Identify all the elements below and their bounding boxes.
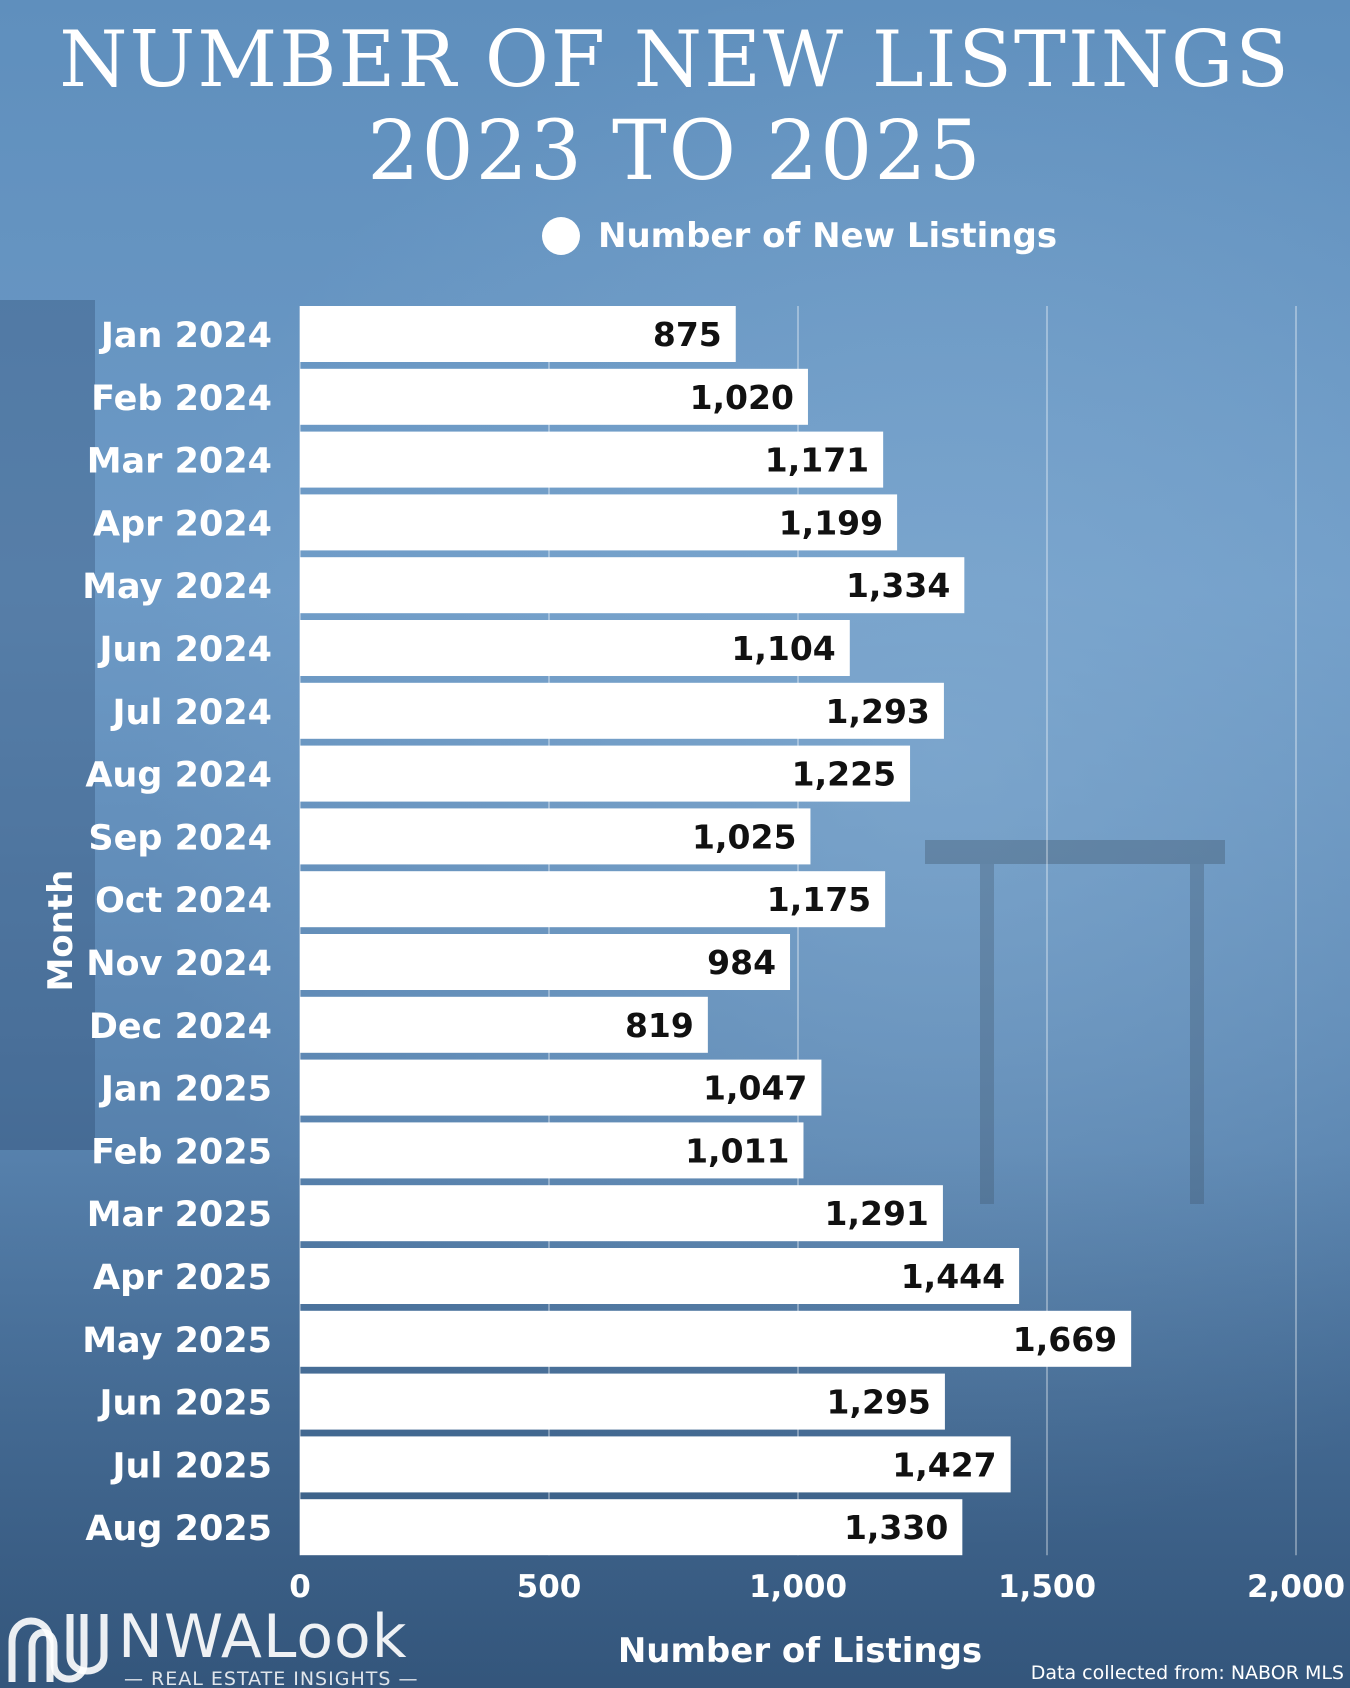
y-category-label: Jan 2025 (99, 1070, 272, 1110)
bar (300, 682, 944, 739)
bar (300, 1248, 1020, 1304)
bar-value-label: 1,295 (827, 1383, 931, 1422)
y-category-label: May 2024 (82, 567, 272, 607)
bar (300, 368, 808, 425)
chart-title: NUMBER OF NEW LISTINGS 2023 TO 2025 (0, 14, 1350, 198)
y-category-label: Apr 2024 (93, 504, 272, 544)
bar-value-label: 984 (707, 943, 776, 982)
bar-value-label: 1,104 (731, 629, 835, 668)
bar-value-label: 1,020 (690, 378, 794, 417)
y-category-label: Aug 2024 (85, 756, 272, 796)
y-category-label: Mar 2024 (87, 442, 272, 482)
bars (300, 306, 1132, 1556)
gridlines (299, 306, 1297, 1556)
brand-logo-subtext: — REAL ESTATE INSIGHTS — (124, 1668, 419, 1688)
brand-logo: NWALook — REAL ESTATE INSIGHTS — (6, 1602, 417, 1688)
y-category-label: Sep 2024 (88, 818, 272, 858)
bar (300, 871, 886, 928)
bar (300, 1373, 945, 1430)
bar-value-label: 1,171 (765, 441, 869, 480)
y-category-label: Jun 2024 (98, 630, 272, 670)
x-tick-label: 1,500 (998, 1569, 1096, 1605)
bar (300, 1499, 963, 1556)
bar (300, 1122, 804, 1179)
brand-logo-text: NWALook (118, 1602, 408, 1672)
bar (300, 431, 884, 488)
bar (300, 306, 736, 362)
bar-value-label: 1,199 (779, 503, 883, 542)
y-category-label: Aug 2025 (85, 1509, 272, 1549)
bar (300, 745, 911, 802)
bar (300, 808, 811, 865)
x-tick-label: 1,000 (749, 1569, 847, 1605)
y-category-label: Jul 2025 (110, 1446, 272, 1486)
y-category-label: Dec 2024 (89, 1007, 272, 1047)
bar (300, 494, 898, 551)
bar-value-label: 819 (625, 1006, 694, 1045)
y-category-label: Apr 2025 (93, 1258, 272, 1298)
bar (300, 620, 850, 676)
bar-value-label: 1,291 (825, 1194, 929, 1233)
chart-title-line-1: NUMBER OF NEW LISTINGS (59, 15, 1291, 105)
bar-value-label: 1,293 (826, 692, 930, 731)
bar (300, 1436, 1011, 1493)
y-category-label: Jun 2025 (98, 1384, 272, 1424)
bar-value-label: 1,025 (692, 817, 796, 856)
bar-value-label: 1,047 (703, 1069, 807, 1108)
bar-value-label: 875 (653, 315, 722, 354)
x-tick-label: 500 (517, 1569, 582, 1605)
legend: Number of New Listings (542, 212, 1057, 260)
bar (300, 1185, 943, 1242)
data-source-note: Data collected from: NABOR MLS (1030, 1662, 1344, 1684)
x-tick-label: 2,000 (1247, 1569, 1345, 1605)
chart-title-line-2: 2023 TO 2025 (367, 104, 983, 199)
bar (300, 1059, 822, 1116)
nwa-wave-logo-icon (8, 1614, 108, 1683)
legend-label: Number of New Listings (598, 216, 1058, 256)
legend-marker-icon (542, 217, 580, 255)
y-category-label: Jul 2024 (110, 693, 272, 733)
bar-value-label: 1,011 (685, 1131, 789, 1170)
y-category-label: Oct 2024 (95, 881, 272, 921)
labels: 0 500 1,000 1,500 2,000 875 Jan 2024 1,020 Feb 2… (41, 315, 1345, 1671)
bar-value-label: 1,330 (844, 1508, 948, 1547)
bar-value-label: 1,225 (792, 755, 896, 794)
brand-logo-subtext-label: REAL ESTATE INSIGHTS (151, 1668, 392, 1688)
y-category-label: Mar 2025 (87, 1195, 272, 1235)
y-category-label: Jan 2024 (99, 316, 272, 356)
x-tick-label: 0 (289, 1569, 311, 1605)
bar-value-label: 1,444 (901, 1257, 1005, 1296)
bar-value-label: 1,669 (1013, 1320, 1117, 1359)
y-category-label: May 2025 (82, 1321, 272, 1361)
y-category-label: Nov 2024 (86, 944, 272, 984)
x-axis-title: Number of Listings (618, 1631, 982, 1671)
bar (300, 1310, 1132, 1367)
bar-value-label: 1,334 (846, 566, 950, 605)
y-axis-title: Month (41, 870, 81, 992)
bar-value-label: 1,427 (892, 1445, 996, 1484)
y-category-label: Feb 2025 (91, 1132, 272, 1172)
bar (300, 557, 965, 614)
bar-value-label: 1,175 (767, 880, 871, 919)
bar (300, 934, 791, 990)
bar (300, 996, 708, 1053)
y-category-label: Feb 2024 (91, 379, 272, 419)
